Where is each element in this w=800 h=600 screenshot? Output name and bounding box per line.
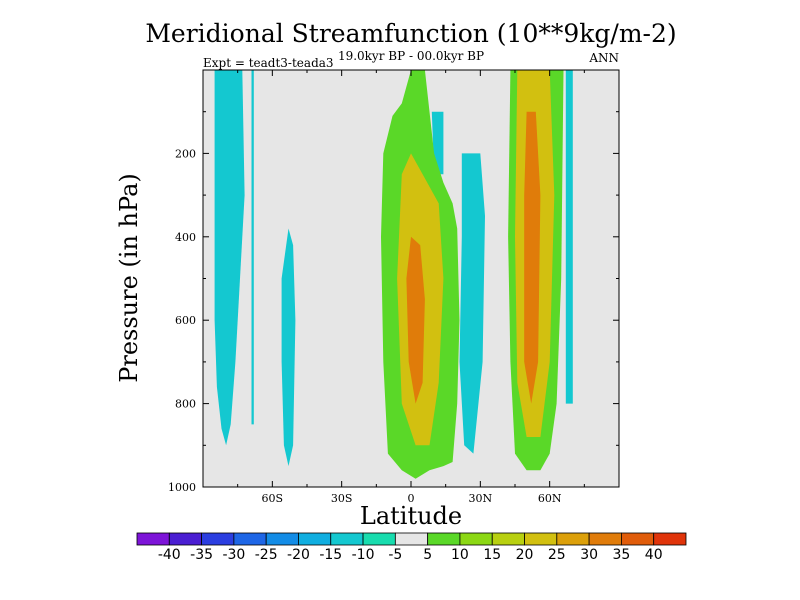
colorbar: -40 -35 -30 -25 -20 -15 -10 -5 5 10 15 20 25 30 35 40 [136,532,687,563]
chart-title: Meridional Streamfunction (10**9kg/m-2) [145,19,676,48]
x-axis: 60S 30S 0 30N 60N [237,70,585,505]
colorbar-swatch [201,532,235,546]
colorbar-swatch [136,532,170,546]
colorbar-swatch [653,532,687,546]
colorbar-label: -30 [222,547,245,563]
colorbar-swatch [362,532,396,546]
y-tick-label: 1000 [168,481,196,494]
colorbar-label: -15 [319,547,342,563]
colorbar-swatch [556,532,590,546]
y-tick-label: 800 [175,398,196,411]
colorbar-label: 40 [645,547,663,563]
y-tick-label: 200 [175,147,196,160]
contour-region-11 [524,111,541,404]
chart-subtitle: 19.0kyr BP - 00.0kyr BP [338,49,484,63]
colorbar-swatch [330,532,364,546]
colorbar-label: 30 [580,547,598,563]
colorbar-label: -40 [158,547,181,563]
contour-region-1 [251,70,254,425]
y-axis: 200 400 600 800 1000 [168,111,619,494]
x-axis-label: Latitude [360,502,462,530]
y-axis-label: Pressure (in hPa) [115,173,143,383]
colorbar-swatch [588,532,622,546]
colorbar-label: 25 [548,547,566,563]
contour-region-10 [406,236,425,404]
x-tick-label: 60N [538,492,562,505]
y-tick-label: 400 [175,231,196,244]
x-tick-label: 60S [262,492,284,505]
colorbar-swatch [459,532,493,546]
colorbar-swatch [394,532,429,546]
contour-region-0 [214,70,245,446]
contour-region-5 [565,70,573,404]
colorbar-swatch [621,532,655,546]
x-tick-label: 30S [331,492,353,505]
colorbar-swatch [265,532,299,546]
season-label: ANN [588,51,619,65]
colorbar-label: 20 [516,547,534,563]
colorbar-label: 35 [612,547,630,563]
colorbar-swatch [427,532,461,546]
colorbar-label: -25 [255,547,278,563]
colorbar-swatch [524,532,558,546]
colorbar-label: 5 [423,547,432,563]
colorbar-label: -20 [287,547,310,563]
colorbar-swatch [491,532,525,546]
colorbar-label: -5 [388,547,402,563]
y-tick-label: 600 [175,314,196,327]
x-tick-label: 0 [408,492,415,505]
colorbar-label: 15 [483,547,501,563]
contour-region-4 [459,153,485,454]
colorbar-label: -35 [190,547,213,563]
x-tick-label: 30N [469,492,493,505]
experiment-label: Expt = teadt3-teada3 [203,56,334,70]
contour-region-2 [281,228,296,467]
colorbar-swatch [298,532,332,546]
colorbar-label: 10 [451,547,469,563]
colorbar-swatch [233,532,267,546]
colorbar-swatch [168,532,202,546]
colorbar-label: -10 [352,547,375,563]
plot-area [202,69,620,488]
